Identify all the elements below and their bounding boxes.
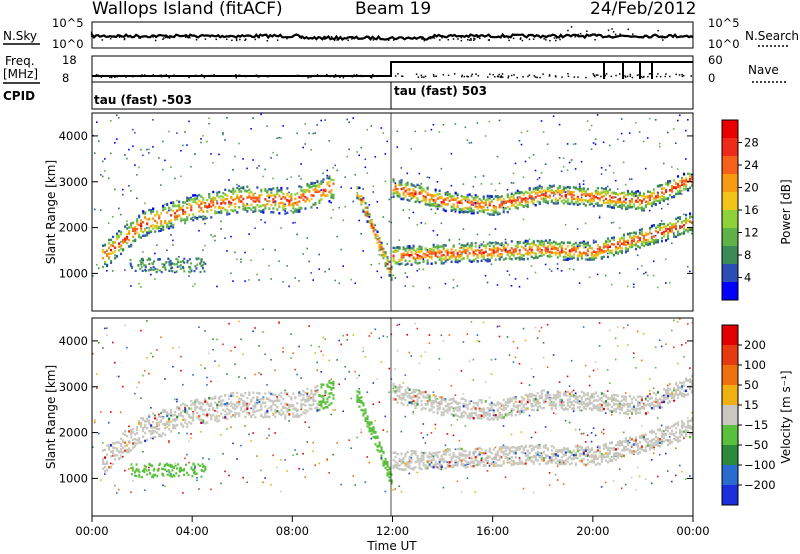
nave-tick-top: 60	[708, 53, 723, 67]
cpid-label: CPID	[3, 89, 35, 103]
cpid-panel: CPID tau (fast) -503 tau (fast) 503	[3, 81, 694, 110]
nave-spikes	[603, 62, 653, 79]
nave-label: Nave	[748, 63, 779, 77]
freq-unit: [MHz]	[3, 67, 38, 81]
xtick-label: 16:00	[476, 524, 509, 538]
nsearch-label: N.Search	[745, 29, 799, 43]
nave-tick-bottom: 0	[708, 71, 715, 85]
nsearch-tick-top: 10^5	[708, 16, 740, 30]
colorbar-tick: 24	[744, 158, 759, 172]
colorbar-tick: 100	[744, 358, 766, 372]
nsky-trace	[90, 31, 694, 42]
beam-title: Beam 19	[355, 0, 431, 19]
station-title: Wallops Island (fitACF)	[92, 0, 283, 19]
colorbar-swatch	[722, 192, 738, 210]
time-axis: 00:00 04:00 08:00 12:00 16:00 20:00 00:00	[75, 516, 710, 538]
colorbar-swatch	[722, 138, 738, 156]
freq-panel: Freq. [MHz] 18 8 60 0 Nave	[3, 53, 788, 85]
colorbar-tick: −15	[744, 418, 768, 432]
colorbar-swatch	[722, 264, 738, 282]
colorbar-swatch	[722, 465, 738, 485]
ytick-label: 2000	[59, 221, 88, 235]
power-panel: 1000 2000 3000 4000 Slant Range [km] 4 8 12 16…	[44, 112, 793, 312]
colorbar-swatch	[722, 405, 738, 425]
nsky-label: N.Sky	[3, 29, 37, 43]
colorbar-tick: −50	[744, 438, 768, 452]
ytick-label: 1000	[59, 266, 88, 280]
colorbar-tick: 50	[744, 378, 759, 392]
colorbar-tick: 4	[744, 271, 751, 285]
colorbar-tick: 200	[744, 338, 766, 352]
ytick-label: 1000	[59, 471, 88, 485]
ytick-label: 3000	[59, 380, 88, 394]
colorbar-tick: 16	[744, 203, 759, 217]
colorbar-swatch	[722, 246, 738, 264]
power-ylabel: Slant Range [km]	[44, 160, 58, 264]
ytick-label: 2000	[59, 426, 88, 440]
cpid-segment-2: tau (fast) 503	[394, 84, 487, 98]
ytick-label: 4000	[59, 129, 88, 143]
colorbar-tick: −200	[744, 478, 776, 492]
colorbar-tick: −100	[744, 458, 776, 472]
colorbar-tick: 20	[744, 181, 759, 195]
power-colorbar: 4 8 12 16 20 24 28	[721, 119, 759, 301]
nave-trace	[93, 73, 692, 79]
xtick-label: 12:00	[376, 524, 409, 538]
ytick-label: 3000	[59, 175, 88, 189]
freq-trace	[92, 61, 693, 77]
ytick-label: 4000	[59, 334, 88, 348]
freq-label: Freq.	[5, 54, 35, 68]
xtick-label: 00:00	[676, 524, 709, 538]
xtick-label: 08:00	[276, 524, 309, 538]
colorbar-swatch	[722, 228, 738, 246]
velocity-panel: 1000 2000 3000 4000 Slant Range [km] 200 100…	[44, 317, 793, 517]
velocity-colorbar: 200 100 50 15 −15 −50 −100 −200	[721, 324, 776, 506]
xtick-label: 00:00	[75, 524, 108, 538]
xtick-label: 04:00	[176, 524, 209, 538]
colorbar-tick: 12	[744, 226, 759, 240]
colorbar-swatch	[722, 174, 738, 192]
colorbar-tick: 8	[744, 248, 751, 262]
xaxis-label: Time UT	[366, 539, 417, 553]
colorbar-tick: 28	[744, 136, 759, 150]
power-colorbar-label: Power [dB]	[779, 179, 793, 244]
velocity-colorbar-label: Velocity [m s⁻¹]	[779, 370, 793, 463]
freq-tick-top: 18	[62, 53, 77, 67]
colorbar-swatch	[722, 210, 738, 228]
colorbar-swatch	[722, 120, 738, 138]
freq-tick-bottom: 8	[62, 71, 69, 85]
nsearch-trace	[101, 26, 666, 42]
colorbar-swatch	[722, 365, 738, 385]
colorbar-swatch	[722, 345, 738, 365]
nsearch-tick-bottom: 10^0	[708, 37, 740, 51]
colorbar-swatch	[722, 485, 738, 505]
colorbar-swatch	[722, 282, 738, 300]
colorbar-swatch	[722, 325, 738, 345]
date-title: 24/Feb/2012	[590, 0, 696, 19]
colorbar-swatch	[722, 445, 738, 465]
colorbar-tick: 15	[744, 398, 759, 412]
velocity-ylabel: Slant Range [km]	[44, 365, 58, 469]
colorbar-swatch	[722, 385, 738, 405]
colorbar-swatch	[722, 425, 738, 445]
xtick-label: 20:00	[576, 524, 609, 538]
cpid-segment-1: tau (fast) -503	[94, 93, 192, 107]
colorbar-swatch	[722, 156, 738, 174]
nsky-tick-bottom: 10^0	[52, 37, 84, 51]
nsky-panel: N.Sky 10^5 10^0 10^5 10^0 N.Search	[3, 16, 799, 51]
nsky-tick-top: 10^5	[52, 16, 84, 30]
